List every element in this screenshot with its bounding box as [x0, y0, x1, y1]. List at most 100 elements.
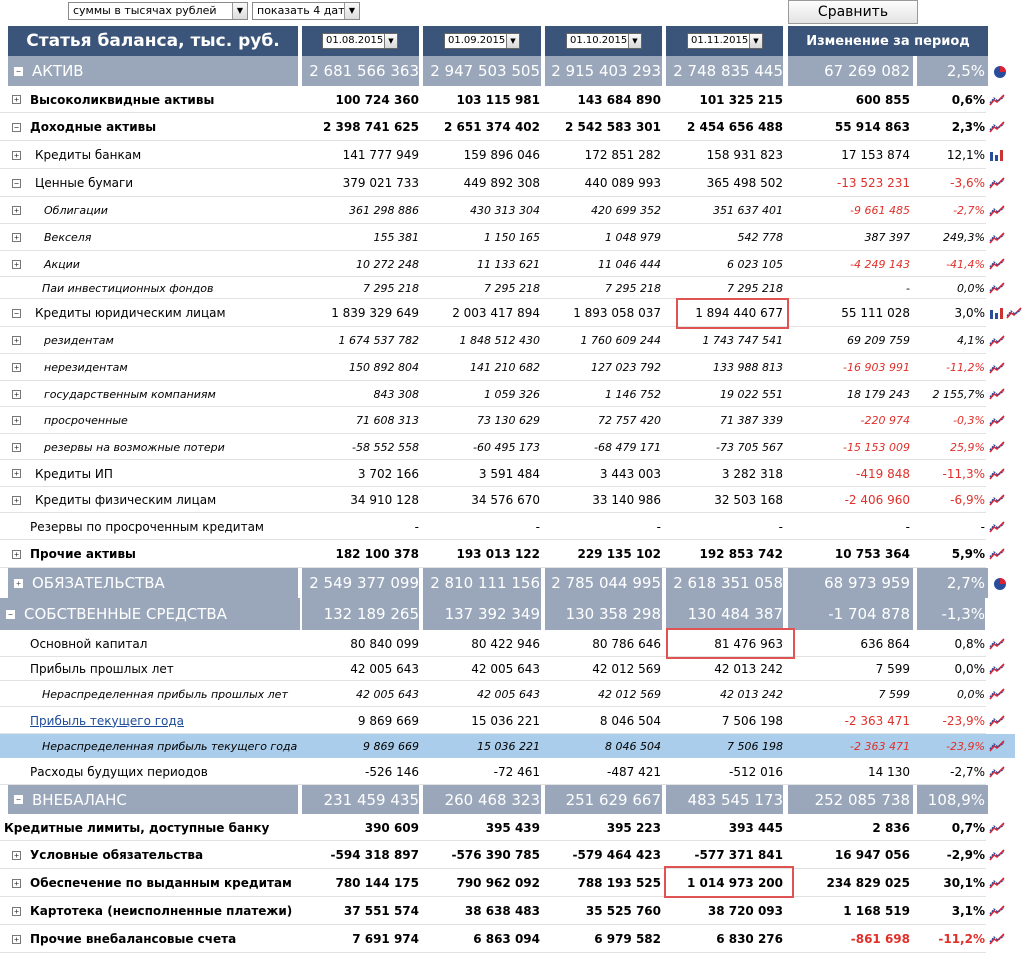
collapse-icon[interactable]: −	[6, 609, 15, 619]
trend-icon[interactable]	[989, 933, 1005, 945]
expand-icon[interactable]: +	[12, 336, 21, 345]
table-row[interactable]: + Кредиты ИП 3 702 166 3 591 484 3 443 003 3 …	[0, 460, 1024, 487]
trend-icon[interactable]	[989, 714, 1005, 727]
pie-chart-icon[interactable]	[993, 577, 1009, 590]
expand-icon[interactable]: +	[12, 259, 21, 269]
collapse-icon[interactable]: −	[12, 308, 21, 318]
compare-button[interactable]: Сравнить данные	[788, 0, 918, 42]
table-row[interactable]: + Облигации 361 298 886 430 313 304 420 699 …	[0, 197, 1024, 224]
trend-icon[interactable]	[989, 740, 1005, 752]
expand-icon[interactable]: +	[12, 934, 21, 944]
trend-icon[interactable]	[989, 441, 1005, 453]
chevron-down-icon[interactable]: ▼	[749, 34, 762, 48]
table-row[interactable]: Резервы по просроченным кредитам - - - - - -	[0, 513, 1024, 540]
trend-icon[interactable]	[989, 688, 1005, 700]
trend-icon[interactable]	[989, 765, 1005, 778]
table-row[interactable]: + нерезидентам 150 892 804 141 210 682 127 0…	[0, 354, 1024, 381]
collapse-icon[interactable]: −	[14, 795, 23, 804]
expand-icon[interactable]: +	[12, 469, 21, 478]
trend-icon[interactable]	[989, 414, 1005, 427]
trend-icon[interactable]	[989, 467, 1005, 480]
trend-icon[interactable]	[989, 849, 1005, 861]
trend-icon[interactable]	[989, 361, 1005, 374]
expand-icon[interactable]: +	[12, 906, 21, 916]
trend-icon[interactable]	[989, 121, 1005, 133]
date-select-1[interactable]: 01.08.2015 ▼	[322, 33, 398, 49]
table-row[interactable]: + Условные обязательства -594 318 897 -576 …	[0, 841, 1024, 869]
expand-icon[interactable]: +	[12, 850, 21, 860]
chevron-down-icon[interactable]: ▼	[232, 3, 247, 19]
table-row[interactable]: + Кредиты банкам 141 777 949 159 896 046 172…	[0, 141, 1024, 169]
expand-icon[interactable]: +	[12, 363, 21, 372]
chevron-down-icon[interactable]: ▼	[344, 3, 359, 19]
trend-icon[interactable]	[989, 177, 1005, 189]
expand-icon[interactable]: +	[12, 549, 21, 559]
expand-icon[interactable]: +	[12, 150, 21, 160]
table-row[interactable]: + Прочие внебалансовые счета 7 691 974 6 86…	[0, 925, 1024, 953]
table-row[interactable]: + просроченные 71 608 313 73 130 629 72 757 …	[0, 407, 1024, 434]
date-select-3[interactable]: 01.10.2015 ▼	[566, 33, 642, 49]
table-row[interactable]: + Высоколиквидные активы 100 724 360 103 11…	[0, 86, 1024, 113]
table-row[interactable]: + резервы на возможные потери -58 552 558 -…	[0, 434, 1024, 460]
trend-icon[interactable]	[989, 877, 1005, 889]
table-row[interactable]: Прибыль текущего года 9 869 669 15 036 221…	[0, 707, 1024, 734]
trend-icon[interactable]	[989, 905, 1005, 917]
expand-icon[interactable]: +	[12, 206, 21, 215]
trend-icon[interactable]	[989, 388, 1005, 400]
trend-icon[interactable]	[989, 637, 1005, 650]
units-select[interactable]: суммы в тысячах рублей ▼	[68, 2, 248, 20]
section-row[interactable]: − АКТИВ 2 681 566 363 2 947 503 505 2 915 40…	[0, 56, 1024, 86]
table-row[interactable]: − Кредиты юридическим лицам 1 839 329 649 2…	[0, 299, 1024, 327]
bar-chart-icon[interactable]	[989, 149, 1005, 161]
table-row[interactable]: + Картотека (неисполненные платежи) 37 551…	[0, 897, 1024, 925]
chevron-down-icon[interactable]: ▼	[506, 34, 519, 48]
table-row[interactable]: Нераспределенная прибыль прошлых лет 42 0…	[0, 681, 1024, 707]
expand-icon[interactable]: +	[12, 416, 21, 425]
table-row[interactable]: + Кредиты физическим лицам 34 910 128 34 57…	[0, 487, 1024, 513]
table-row[interactable]: Расходы будущих периодов -526 146 -72 461 -…	[0, 758, 1024, 785]
trend-icon[interactable]	[989, 548, 1005, 560]
trend-icon[interactable]	[989, 282, 1005, 294]
trend-icon[interactable]	[989, 334, 1005, 347]
table-row[interactable]: + государственным компаниям 843 308 1 059 3…	[0, 381, 1024, 407]
pie-chart-icon[interactable]	[993, 65, 1009, 78]
expand-icon[interactable]: +	[14, 578, 23, 588]
table-row[interactable]: Паи инвестиционных фондов 7 295 218 7 295 …	[0, 277, 1024, 299]
collapse-icon[interactable]: −	[14, 66, 23, 76]
expand-icon[interactable]: +	[12, 233, 21, 242]
chevron-down-icon[interactable]: ▼	[384, 34, 397, 48]
section-row[interactable]: + ОБЯЗАТЕЛЬСТВА 2 549 377 099 2 810 111 156…	[0, 568, 1024, 598]
section-row[interactable]: − ВНЕБАЛАНС 231 459 435 260 468 323 251 629 …	[0, 785, 1024, 814]
date-select-4[interactable]: 01.11.2015 ▼	[687, 33, 763, 49]
table-row[interactable]: + резидентам 1 674 537 782 1 848 512 430 1 7…	[0, 327, 1024, 354]
collapse-icon[interactable]: −	[12, 178, 21, 188]
expand-icon[interactable]: +	[12, 495, 21, 505]
table-row[interactable]: − Ценные бумаги 379 021 733 449 892 308 440 …	[0, 169, 1024, 197]
table-row[interactable]: + Прочие активы 182 100 378 193 013 122 229 …	[0, 540, 1024, 568]
table-row[interactable]: Кредитные лимиты, доступные банку 390 609…	[0, 814, 1024, 841]
expand-icon[interactable]: +	[12, 442, 21, 452]
bar-trend-icon[interactable]	[989, 307, 1023, 319]
trend-icon[interactable]	[989, 93, 1005, 106]
table-row[interactable]: Нераспределенная прибыль текущего года 9 …	[0, 734, 1024, 758]
chevron-down-icon[interactable]: ▼	[628, 34, 641, 48]
table-row[interactable]: + Акции 10 272 248 11 133 621 11 046 444 6 02…	[0, 251, 1024, 277]
trend-icon[interactable]	[989, 494, 1005, 506]
date-select-2[interactable]: 01.09.2015 ▼	[444, 33, 520, 49]
trend-icon[interactable]	[989, 204, 1005, 217]
table-row[interactable]: + Векселя 155 381 1 150 165 1 048 979 542 778…	[0, 224, 1024, 251]
trend-icon[interactable]	[989, 663, 1005, 675]
table-row[interactable]: Основной капитал 80 840 099 80 422 946 80 7…	[0, 630, 1024, 657]
trend-icon[interactable]	[989, 231, 1005, 244]
trend-icon[interactable]	[989, 520, 1005, 533]
expand-icon[interactable]: +	[12, 878, 21, 888]
trend-icon[interactable]	[989, 258, 1005, 270]
table-row[interactable]: Прибыль прошлых лет 42 005 643 42 005 643 4…	[0, 657, 1024, 681]
expand-icon[interactable]: +	[12, 389, 21, 399]
collapse-icon[interactable]: −	[12, 122, 21, 132]
table-row[interactable]: − Доходные активы 2 398 741 625 2 651 374 4…	[0, 113, 1024, 141]
dates-count-select[interactable]: показать 4 даты ▼	[252, 2, 360, 20]
section-row[interactable]: − СОБСТВЕННЫЕ СРЕДСТВА 132 189 265 137 392 …	[0, 598, 1024, 630]
table-row[interactable]: + Обеспечение по выданным кредитам 780 144…	[0, 869, 1024, 897]
expand-icon[interactable]: +	[12, 95, 21, 104]
